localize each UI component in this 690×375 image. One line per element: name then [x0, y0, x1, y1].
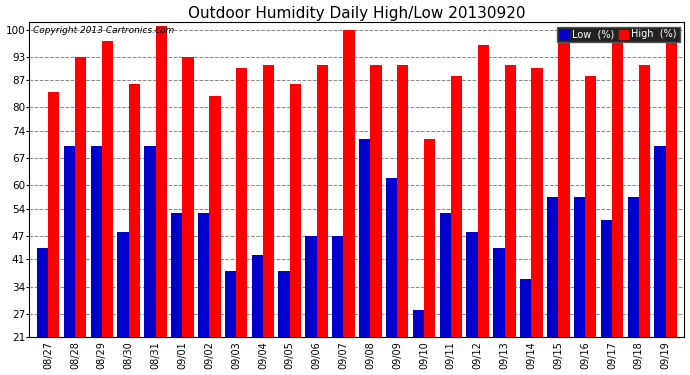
- Bar: [493, 248, 504, 337]
- Bar: [424, 139, 435, 337]
- Bar: [359, 139, 371, 337]
- Bar: [171, 213, 182, 337]
- Bar: [574, 197, 585, 337]
- Bar: [263, 64, 274, 337]
- Bar: [601, 220, 612, 337]
- Bar: [344, 30, 355, 337]
- Bar: [585, 76, 596, 337]
- Bar: [466, 232, 477, 337]
- Bar: [666, 30, 677, 337]
- Bar: [504, 64, 516, 337]
- Bar: [547, 197, 558, 337]
- Bar: [451, 76, 462, 337]
- Text: Copyright 2013 Cartronics.com: Copyright 2013 Cartronics.com: [32, 27, 174, 36]
- Bar: [252, 255, 263, 337]
- Bar: [75, 57, 86, 337]
- Title: Outdoor Humidity Daily High/Low 20130920: Outdoor Humidity Daily High/Low 20130920: [188, 6, 526, 21]
- Bar: [144, 146, 155, 337]
- Bar: [37, 248, 48, 337]
- Bar: [306, 236, 317, 337]
- Bar: [117, 232, 129, 337]
- Bar: [386, 177, 397, 337]
- Bar: [477, 45, 489, 337]
- Bar: [290, 84, 301, 337]
- Bar: [654, 146, 666, 337]
- Bar: [198, 213, 209, 337]
- Bar: [627, 197, 639, 337]
- Bar: [236, 69, 247, 337]
- Bar: [279, 271, 290, 337]
- Bar: [413, 310, 424, 337]
- Legend: Low  (%), High  (%): Low (%), High (%): [557, 27, 680, 42]
- Bar: [531, 69, 543, 337]
- Bar: [520, 279, 531, 337]
- Bar: [332, 236, 344, 337]
- Bar: [102, 41, 113, 337]
- Bar: [639, 64, 650, 337]
- Bar: [129, 84, 140, 337]
- Bar: [225, 271, 236, 337]
- Bar: [440, 213, 451, 337]
- Bar: [558, 30, 569, 337]
- Bar: [182, 57, 194, 337]
- Bar: [317, 64, 328, 337]
- Bar: [209, 96, 221, 337]
- Bar: [612, 30, 623, 337]
- Bar: [63, 146, 75, 337]
- Bar: [371, 64, 382, 337]
- Bar: [48, 92, 59, 337]
- Bar: [397, 64, 408, 337]
- Bar: [155, 26, 167, 337]
- Bar: [90, 146, 102, 337]
